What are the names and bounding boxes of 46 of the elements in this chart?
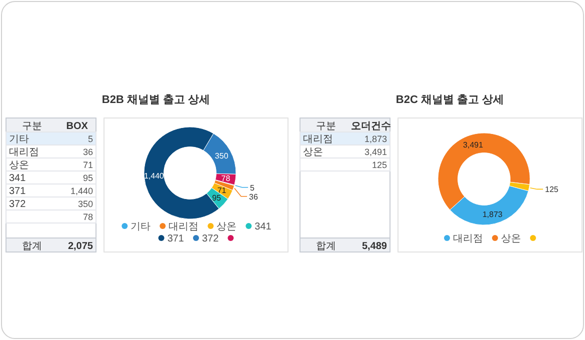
text: 350 — [78, 199, 93, 209]
text: 2,075 — [68, 241, 94, 252]
text: 1,873 — [364, 134, 387, 144]
legend-label: 기타 — [130, 222, 151, 232]
category-label: 341 — [9, 173, 26, 184]
text: 합계 — [22, 241, 42, 252]
text: 1,440 — [70, 186, 93, 196]
text: 구분 — [22, 121, 42, 132]
category-label: 상온 — [303, 147, 323, 158]
chart-title: B2B 채널별 출고 상세 — [102, 94, 210, 106]
text: 78 — [82, 212, 93, 222]
text: 5 — [88, 134, 93, 144]
data-label: 1,440 — [144, 172, 165, 181]
text: 36 — [82, 147, 93, 157]
data-label: 350 — [214, 152, 229, 161]
legend-label: 372 — [202, 234, 220, 244]
category-label: 372 — [9, 199, 26, 210]
data-label: 71 — [217, 186, 227, 196]
data-label: 125 — [545, 185, 559, 194]
category-label: 대리점 — [303, 134, 333, 145]
data-label: 36 — [249, 192, 259, 202]
legend-label: 341 — [254, 222, 272, 232]
text: BOX — [66, 121, 88, 132]
legend-label: 상온 — [501, 234, 521, 244]
legend-label: 상온 — [216, 222, 237, 232]
legend-label: 대리점 — [453, 234, 483, 244]
text: 구분 — [316, 121, 336, 132]
text: 합계 — [316, 241, 336, 252]
text: 125 — [372, 160, 387, 170]
category-label: 대리점 — [9, 147, 39, 158]
text: 오더건수 — [351, 121, 392, 132]
legend-label: 371 — [167, 234, 184, 244]
category-label: 상온 — [9, 160, 29, 171]
text: 95 — [82, 173, 93, 183]
category-label: 기타 — [9, 134, 29, 145]
text: 5,489 — [362, 241, 388, 252]
text: 3,491 — [364, 147, 387, 157]
data-label: 78 — [221, 174, 231, 184]
data-label: 95 — [212, 193, 222, 202]
chart-title: B2C 채널별 출고 상세 — [396, 94, 504, 106]
text: 71 — [82, 160, 93, 170]
data-label: 5 — [250, 183, 256, 192]
legend-label: 대리점 — [168, 222, 199, 232]
data-label: 1,873 — [482, 210, 504, 220]
category-label: 371 — [9, 186, 26, 197]
data-label: 3,491 — [463, 140, 484, 150]
